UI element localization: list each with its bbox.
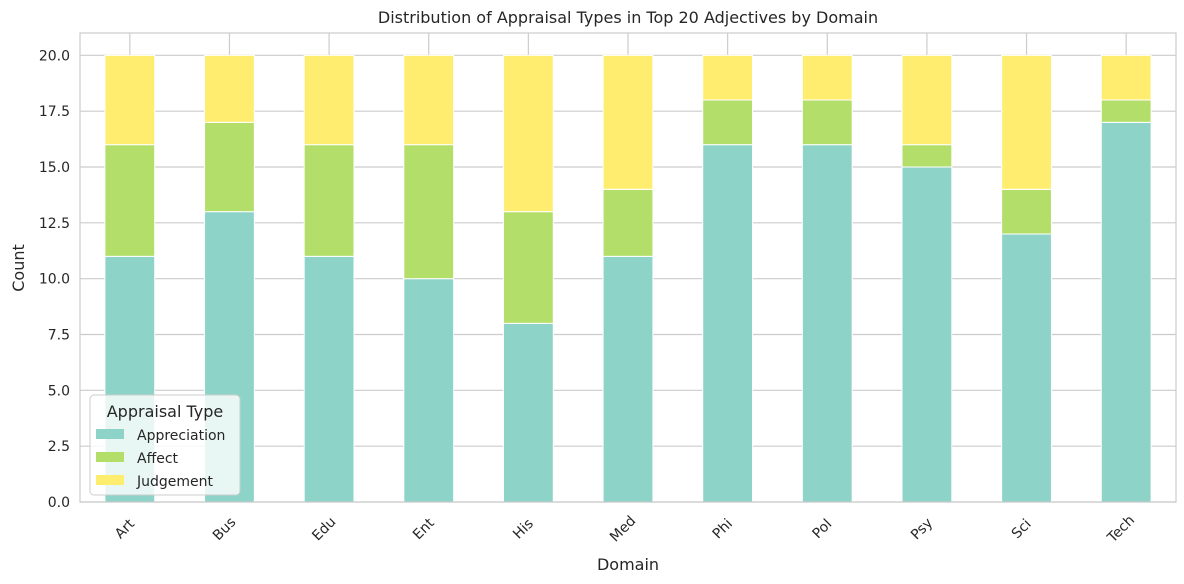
x-tick-label: Psy	[908, 515, 936, 543]
bar-segment-judgement	[1001, 54, 1052, 190]
bar-segment-affect	[1001, 188, 1052, 235]
bar-segment-appreciation	[403, 278, 455, 503]
legend-swatch	[96, 429, 124, 439]
bar-segment-affect	[901, 144, 953, 168]
y-tick-label: 17.5	[39, 104, 70, 120]
y-tick-label: 10.0	[39, 272, 70, 288]
x-tick-labels: Art Bus Edu Ent His Med Phi Pol Psy Sci Tech	[112, 512, 1138, 546]
bar-segment-judgement	[602, 54, 654, 190]
bar-segment-judgement	[901, 54, 953, 146]
bar-segment-judgement	[801, 54, 853, 101]
bar-segment-appreciation	[1100, 121, 1152, 503]
bar-segment-judgement	[303, 54, 355, 146]
y-tick-label: 0.0	[48, 495, 70, 511]
x-tick-label: Bus	[210, 514, 240, 544]
legend-box	[89, 394, 241, 496]
legend-swatch	[96, 452, 124, 462]
legend-label: Affect	[137, 451, 179, 467]
bar-segment-appreciation	[801, 144, 853, 503]
bar-segment-judgement	[204, 54, 255, 123]
bar-segment-judgement	[702, 54, 754, 101]
x-tick-label: Edu	[309, 514, 339, 544]
legend-swatch	[96, 475, 124, 485]
bar-segment-appreciation	[1001, 233, 1052, 503]
bar-segment-affect	[702, 99, 754, 146]
bar-segment-affect	[502, 211, 554, 324]
y-axis-label: Count	[9, 244, 28, 292]
bar-segment-appreciation	[702, 144, 754, 503]
y-tick-labels: 0.0 2.5 5.0 7.5 10.0 12.5 15.0 17.5 20.0	[39, 48, 70, 511]
bar-segment-affect	[204, 121, 255, 213]
chart-title: Distribution of Appraisal Types in Top 2…	[378, 8, 878, 27]
x-tick-label: Art	[112, 516, 138, 542]
x-tick-label: Med	[607, 513, 639, 545]
bar-segment-affect	[303, 144, 355, 257]
plot-frame	[79, 32, 1177, 503]
y-tick-label: 20.0	[39, 48, 70, 64]
x-tick-label: Phi	[710, 516, 736, 542]
bar-segment-affect	[403, 144, 455, 280]
bar-segment-judgement	[1100, 54, 1152, 101]
bar-segment-appreciation	[602, 255, 654, 503]
bar-segment-appreciation	[303, 255, 355, 503]
x-tick-label: His	[510, 516, 537, 543]
x-tick-label: Sci	[1009, 516, 1035, 542]
y-tick-label: 2.5	[48, 439, 70, 455]
y-tick-label: 7.5	[48, 328, 70, 344]
legend-title: Appraisal Type	[107, 402, 224, 421]
legend-label: Judgement	[136, 474, 214, 490]
x-tick-label: Ent	[410, 515, 438, 543]
bar-segment-judgement	[403, 54, 455, 146]
y-tick-label: 15.0	[39, 160, 70, 176]
bar-segment-judgement	[502, 54, 554, 213]
legend: Appraisal Type Appreciation Affect Judgeme…	[89, 394, 241, 496]
bar-segment-appreciation	[502, 322, 554, 503]
bar-segment-affect	[1100, 99, 1152, 123]
y-tick-label: 12.5	[39, 216, 70, 232]
x-tick-label: Tech	[1104, 512, 1138, 546]
y-tick-label: 5.0	[48, 383, 70, 399]
bar-segment-affect	[104, 144, 156, 257]
bar-segment-appreciation	[901, 166, 953, 503]
bar-segment-affect	[602, 188, 654, 257]
bar-segment-judgement	[104, 54, 156, 146]
x-tick-label: Pol	[810, 516, 836, 542]
bar-segment-affect	[801, 99, 853, 146]
legend-label: Appreciation	[137, 428, 225, 444]
x-axis-label: Domain	[597, 555, 659, 574]
